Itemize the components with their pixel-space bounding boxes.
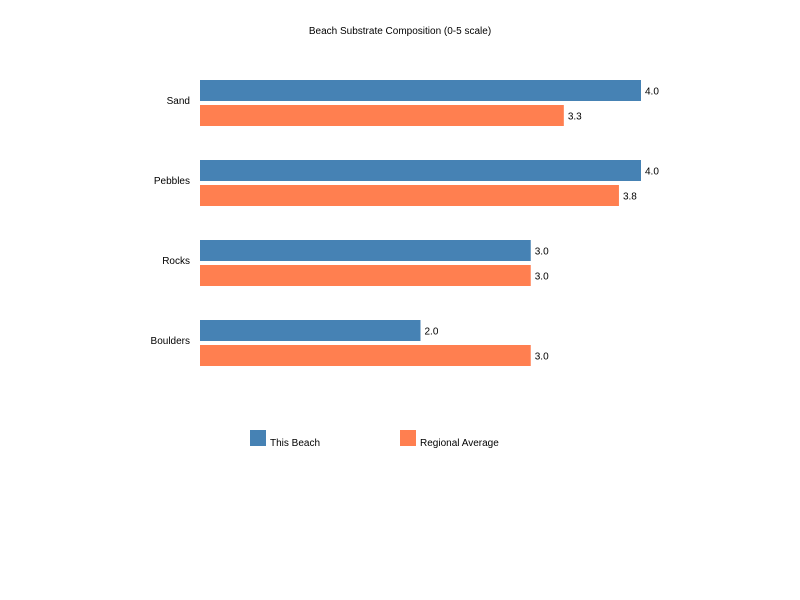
data-label: 3.8 bbox=[623, 192, 637, 203]
data-label: 2.0 bbox=[425, 327, 439, 338]
category-label: Rocks bbox=[162, 256, 190, 267]
legend-swatch bbox=[250, 430, 266, 446]
legend-swatch bbox=[400, 430, 416, 446]
legend-label: This Beach bbox=[270, 438, 320, 449]
legend-label: Regional Average bbox=[420, 438, 499, 449]
bar-sand-regional-average bbox=[200, 105, 564, 126]
bars-group: Sand 4.0 3.3 Pebbles 4.0 3.8 Rocks 3.0 3.0 Boulde… bbox=[151, 80, 659, 366]
data-label: 4.0 bbox=[645, 87, 659, 98]
legend: This Beach Regional Average bbox=[250, 430, 499, 449]
bar-sand-this-beach bbox=[200, 80, 641, 101]
chart-title: Beach Substrate Composition (0-5 scale) bbox=[309, 26, 491, 37]
data-label: 3.3 bbox=[568, 112, 582, 123]
data-label: 4.0 bbox=[645, 167, 659, 178]
bar-boulders-regional-average bbox=[200, 345, 531, 366]
data-label: 3.0 bbox=[535, 247, 549, 258]
bar-pebbles-regional-average bbox=[200, 185, 619, 206]
category-label: Pebbles bbox=[154, 176, 190, 187]
bar-pebbles-this-beach bbox=[200, 160, 641, 181]
category-label: Sand bbox=[167, 96, 190, 107]
data-label: 3.0 bbox=[535, 272, 549, 283]
bar-rocks-regional-average bbox=[200, 265, 531, 286]
category-label: Boulders bbox=[151, 336, 190, 347]
bar-boulders-this-beach bbox=[200, 320, 421, 341]
bar-rocks-this-beach bbox=[200, 240, 531, 261]
data-label: 3.0 bbox=[535, 352, 549, 363]
